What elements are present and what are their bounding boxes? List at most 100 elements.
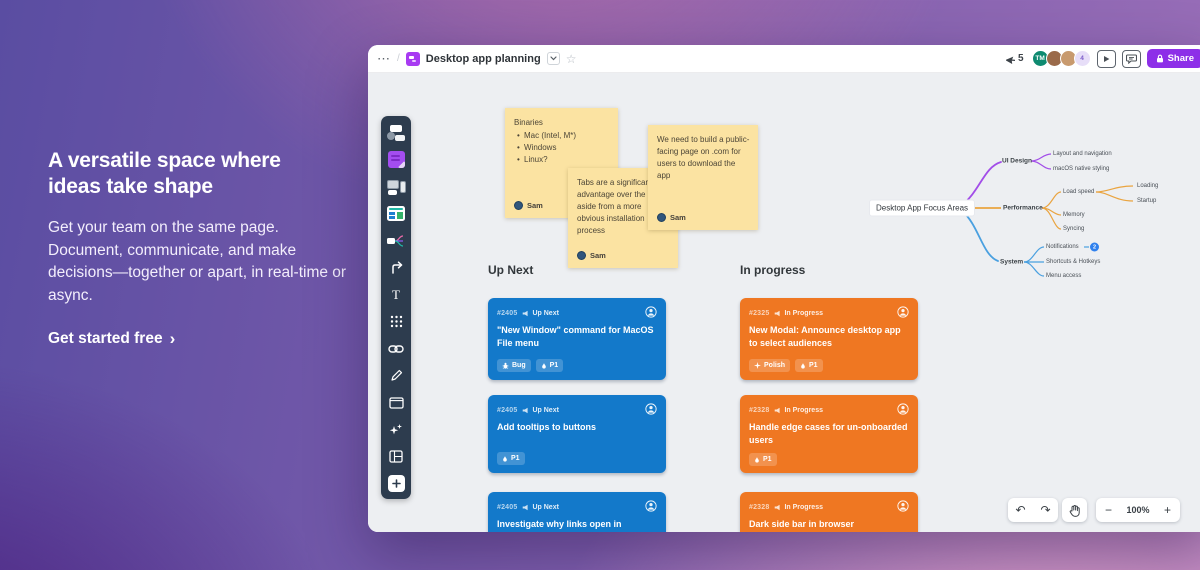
wireframe-template-button[interactable] xyxy=(384,175,408,198)
mindmap-node[interactable]: Notifications xyxy=(1046,244,1079,250)
assignee-icon[interactable] xyxy=(645,306,657,320)
connector-tool-button[interactable] xyxy=(384,256,408,279)
draw-tool-button[interactable] xyxy=(384,364,408,387)
column-header-up-next: Up Next xyxy=(488,263,534,277)
titlebar-right: 5 TM 4 Share xyxy=(1006,49,1200,68)
sticky-bullets: Mac (Intel, M*) Windows Linux? xyxy=(514,130,610,166)
whiteboard-canvas[interactable]: T xyxy=(368,73,1200,532)
mindmap-node[interactable]: Load speed xyxy=(1063,189,1095,195)
text-tool-icon: T xyxy=(392,286,400,302)
favorite-star-icon[interactable]: ☆ xyxy=(565,51,577,66)
ai-tool-button[interactable] xyxy=(384,418,408,441)
redo-button[interactable]: ↷ xyxy=(1040,503,1051,517)
frame-tool-button[interactable] xyxy=(384,391,408,414)
mindmap-node[interactable]: System xyxy=(1000,258,1024,266)
kanban-card[interactable]: #2405 Up Next Investigate why links open… xyxy=(488,492,666,532)
hero-heading: A versatile space where ideas take shape xyxy=(48,149,281,198)
undo-button[interactable]: ↶ xyxy=(1015,503,1026,517)
kanban-card[interactable]: #2405 Up Next Add tooltips to buttons P1 xyxy=(488,395,666,473)
table-tool-button[interactable] xyxy=(384,445,408,468)
comments-button[interactable] xyxy=(1121,49,1141,68)
kanban-card[interactable]: #2328 In Progress Handle edge cases for … xyxy=(740,395,918,473)
mindmap-template-button[interactable] xyxy=(384,229,408,252)
tag-p1[interactable]: P1 xyxy=(497,452,525,465)
hand-icon xyxy=(1069,504,1080,517)
mindmap-node[interactable]: Syncing xyxy=(1063,226,1085,232)
sticky-text: Tabs are a significant advantage over th… xyxy=(577,178,668,235)
zoom-level[interactable]: 100% xyxy=(1126,505,1150,515)
lock-icon xyxy=(1156,54,1163,63)
sticky-author: Sam xyxy=(577,250,606,261)
megaphone-icon xyxy=(523,407,529,413)
board-title[interactable]: Desktop app planning xyxy=(425,52,541,65)
get-started-link[interactable]: Get started free › xyxy=(48,329,176,349)
mindmap-node[interactable]: macOS native styling xyxy=(1053,166,1110,172)
flame-icon xyxy=(503,454,507,462)
kanban-template-button[interactable] xyxy=(384,202,408,225)
avatar-group: TM 4 xyxy=(1031,50,1091,67)
flame-icon xyxy=(541,361,546,369)
title-dropdown-button[interactable] xyxy=(546,52,560,65)
history-controls: ↶ ↷ xyxy=(1008,498,1058,522)
elbow-arrow-icon xyxy=(391,261,402,274)
card-title: Handle edge cases for un-onboarded users xyxy=(749,422,908,445)
zoom-in-button[interactable]: + xyxy=(1163,503,1171,517)
flowchart-template-button[interactable] xyxy=(384,121,408,144)
text-tool-button[interactable]: T xyxy=(384,283,408,306)
plus-icon xyxy=(387,475,405,492)
sticky-note-tool-button[interactable] xyxy=(384,148,408,171)
author-avatar xyxy=(577,250,586,260)
assignee-icon[interactable] xyxy=(645,500,657,514)
avatar-overflow-count[interactable]: 4 xyxy=(1073,50,1091,67)
assignee-icon[interactable] xyxy=(897,500,909,514)
mindmap-node[interactable]: Memory xyxy=(1063,212,1085,218)
tag-p1[interactable]: P1 xyxy=(535,359,564,372)
tag-bug[interactable]: Bug xyxy=(497,359,531,372)
present-button[interactable] xyxy=(1096,49,1116,68)
zoom-out-button[interactable]: − xyxy=(1104,503,1112,517)
mindmap-node[interactable]: Menu access xyxy=(1046,273,1082,279)
card-id: #2405 xyxy=(497,503,518,511)
mindmap-node[interactable]: Loading xyxy=(1137,183,1159,189)
tag-polish[interactable]: Polish xyxy=(749,359,791,372)
mindmap-node[interactable]: Performance xyxy=(1003,204,1043,212)
link-icon xyxy=(388,344,404,353)
zoom-controls: − 100% + xyxy=(1096,498,1180,522)
mindmap-node[interactable]: Startup xyxy=(1137,198,1157,204)
author-avatar xyxy=(657,212,666,222)
sticky-note[interactable]: We need to build a public-facing page on… xyxy=(648,125,758,230)
flowchart-icon xyxy=(387,124,405,141)
megaphone-icon xyxy=(775,310,781,316)
share-button[interactable]: Share xyxy=(1146,49,1200,68)
link-tool-button[interactable] xyxy=(384,337,408,360)
card-id: #2328 xyxy=(749,503,770,511)
kanban-card[interactable]: #2405 Up Next "New Window" command for M… xyxy=(488,298,666,380)
chevron-right-icon: › xyxy=(169,329,176,349)
kanban-card[interactable]: #2325 In Progress New Modal: Announce de… xyxy=(740,298,918,380)
pan-tool-button[interactable] xyxy=(1062,498,1087,522)
play-icon xyxy=(1103,55,1109,62)
assignee-icon[interactable] xyxy=(897,306,909,320)
card-id: #2405 xyxy=(497,309,518,317)
add-button[interactable] xyxy=(384,472,408,495)
speech-bubble-icon xyxy=(1125,53,1137,64)
apps-grid-button[interactable] xyxy=(384,310,408,333)
chevron-down-icon xyxy=(550,56,557,61)
mindmap-node[interactable]: UI Design xyxy=(1002,157,1032,165)
kanban-card[interactable]: #2328 In Progress Dark side bar in brows… xyxy=(740,492,918,532)
mindmap-icon xyxy=(386,234,406,248)
tag-p1[interactable]: P1 xyxy=(795,359,823,372)
cursor-icon xyxy=(1006,56,1016,64)
more-menu-button[interactable]: ⋯ xyxy=(377,51,391,66)
notification-count-badge[interactable]: 2 xyxy=(1090,242,1099,252)
assignee-icon[interactable] xyxy=(645,403,657,417)
mindmap-node[interactable]: Layout and navigation xyxy=(1053,151,1112,157)
megaphone-icon xyxy=(523,310,529,316)
mindmap-root-node[interactable]: Desktop App Focus Areas xyxy=(869,199,976,217)
presence-indicator[interactable]: 5 xyxy=(1006,53,1024,64)
sticky-author: Sam xyxy=(657,212,686,223)
mindmap-node[interactable]: Shortcuts & Hotkeys xyxy=(1046,259,1101,265)
tag-p1[interactable]: P1 xyxy=(749,453,777,467)
card-title: Add tooltips to buttons xyxy=(497,422,596,432)
assignee-icon[interactable] xyxy=(897,403,909,417)
